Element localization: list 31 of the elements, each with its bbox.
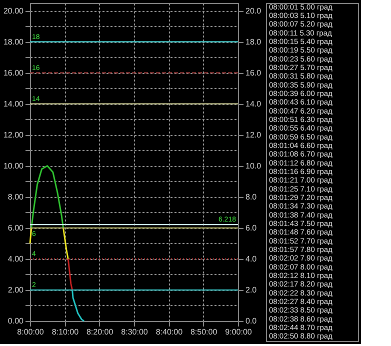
y-tick-label: 2.00 [8, 285, 24, 294]
y2-tick-label: 2.0 [246, 285, 258, 294]
y-tick-label: 18.00 [3, 37, 24, 46]
y2-tick-label: 4.0 [246, 254, 258, 264]
y-tick-label: 6.00 [8, 223, 24, 232]
y-tick-label: 20.00 [3, 6, 24, 16]
y-tick-label: 4.00 [8, 254, 24, 264]
y2-tick-label: 12.0 [246, 130, 262, 140]
y2-tick-label: 6.0 [246, 223, 258, 232]
y2-tick-label: 10.0 [246, 161, 262, 170]
y2-tick-label: 16.0 [246, 68, 262, 78]
y-tick-label: 10.00 [3, 161, 24, 170]
x-tick-label: 8:30:00 [121, 328, 148, 336]
x-tick-label: 8:10:00 [52, 328, 80, 336]
x-tick-label: 8:50:00 [190, 328, 218, 336]
y-tick-label: 0.00 [8, 316, 24, 326]
x-tick-label: 8:20:00 [86, 328, 114, 336]
y2-tick-label: 18.0 [246, 37, 262, 46]
y-tick-label: 8.00 [8, 192, 24, 202]
x-tick-label: 8:00:00 [17, 328, 44, 336]
y2-tick-label: 8.0 [246, 192, 258, 202]
x-tick-label: 9:00:00 [225, 328, 252, 336]
y2-tick-label: 0.0 [246, 316, 258, 326]
y-tick-label: 14.00 [3, 99, 24, 108]
y2-tick-label: 14.0 [246, 99, 262, 108]
y-tick-label: 12.00 [3, 130, 24, 140]
x-tick-label: 8:40:00 [156, 328, 184, 336]
line-series [30, 165, 64, 229]
y2-tick-label: 20.0 [246, 6, 262, 16]
line-series [72, 289, 85, 322]
y-tick-label: 16.00 [3, 68, 24, 78]
